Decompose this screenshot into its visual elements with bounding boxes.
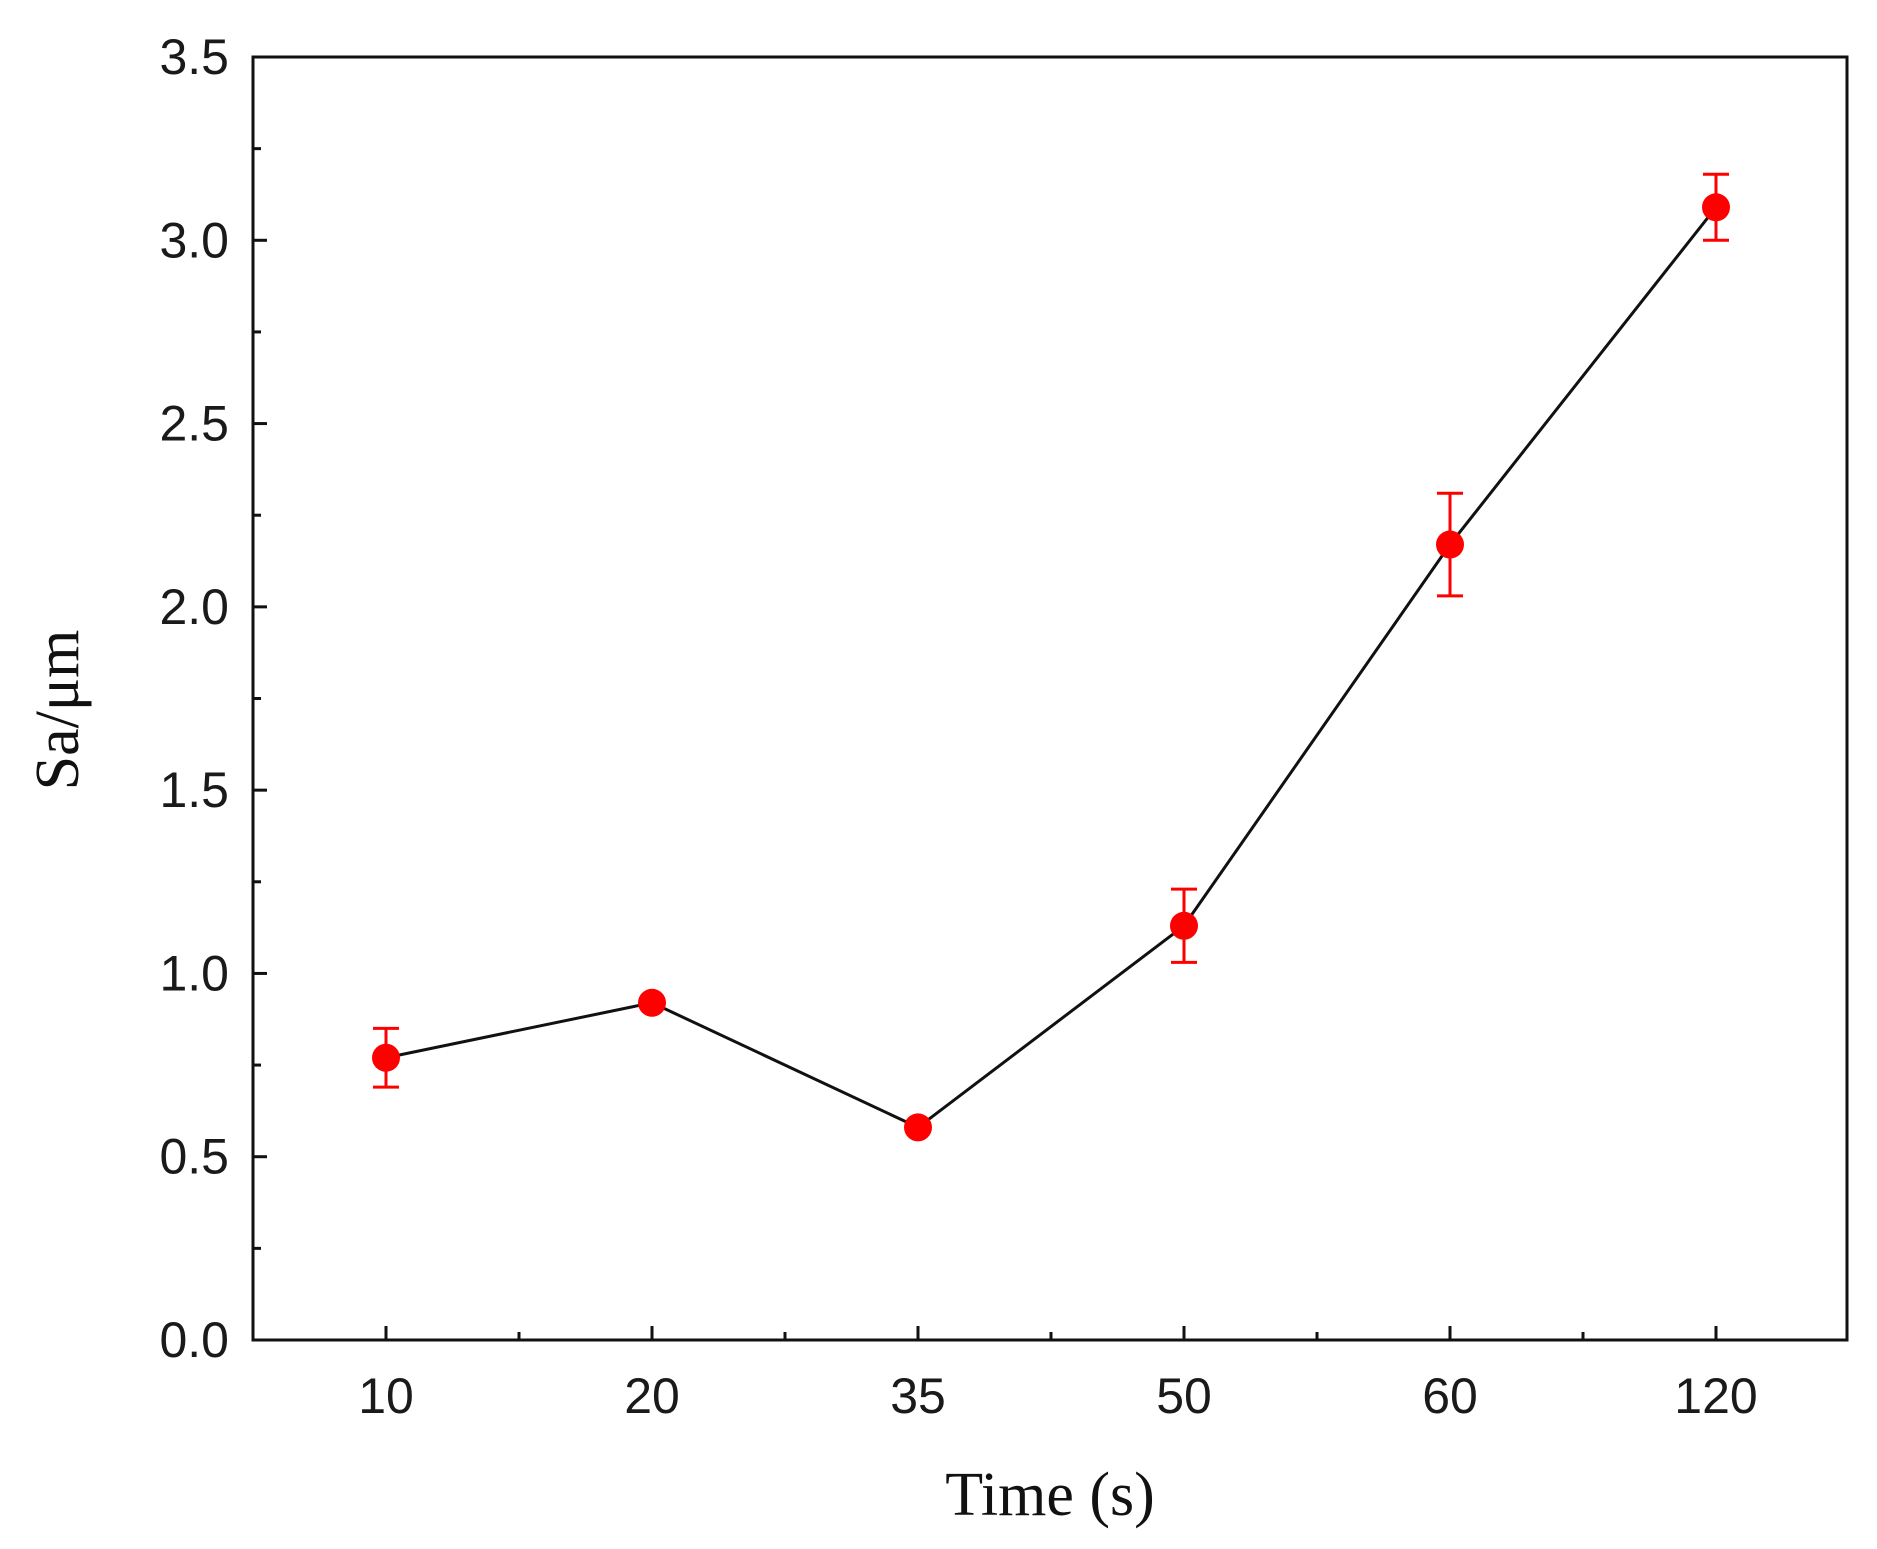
y-axis-ticks: 0.0 0.5 1.0 1.5 2.0 2.5 3.0 3.5 (159, 29, 267, 1368)
x-tick-label: 35 (890, 1368, 946, 1424)
x-axis-title: Time (s) (945, 1461, 1155, 1529)
x-tick-label: 50 (1156, 1368, 1212, 1424)
y-tick-label: 0.5 (159, 1129, 229, 1185)
y-tick-label: 3.5 (159, 29, 229, 85)
y-tick-label: 1.0 (159, 945, 229, 1001)
y-tick-label: 1.5 (159, 762, 229, 818)
data-point (904, 1113, 932, 1142)
series-group (372, 172, 1730, 1142)
x-tick-label: 10 (358, 1368, 414, 1424)
data-point (372, 1043, 400, 1072)
x-tick-label: 120 (1674, 1368, 1757, 1424)
x-tick-label: 60 (1422, 1368, 1478, 1424)
x-tick-label: 20 (624, 1368, 680, 1424)
data-point (1702, 193, 1730, 222)
y-tick-label: 2.5 (159, 396, 229, 452)
y-tick-label: 2.0 (159, 579, 229, 635)
data-point (638, 988, 666, 1017)
plot-frame (251, 55, 1849, 1342)
y-tick-label: 3.0 (159, 212, 229, 268)
series-line (385, 206, 1718, 1130)
y-axis-title: Sa/μm (24, 630, 92, 791)
y-tick-label: 0.0 (159, 1312, 229, 1368)
data-point (1170, 911, 1198, 940)
x-axis-ticks: 10 20 35 50 60 120 (358, 1326, 1758, 1424)
data-point (1436, 530, 1464, 559)
